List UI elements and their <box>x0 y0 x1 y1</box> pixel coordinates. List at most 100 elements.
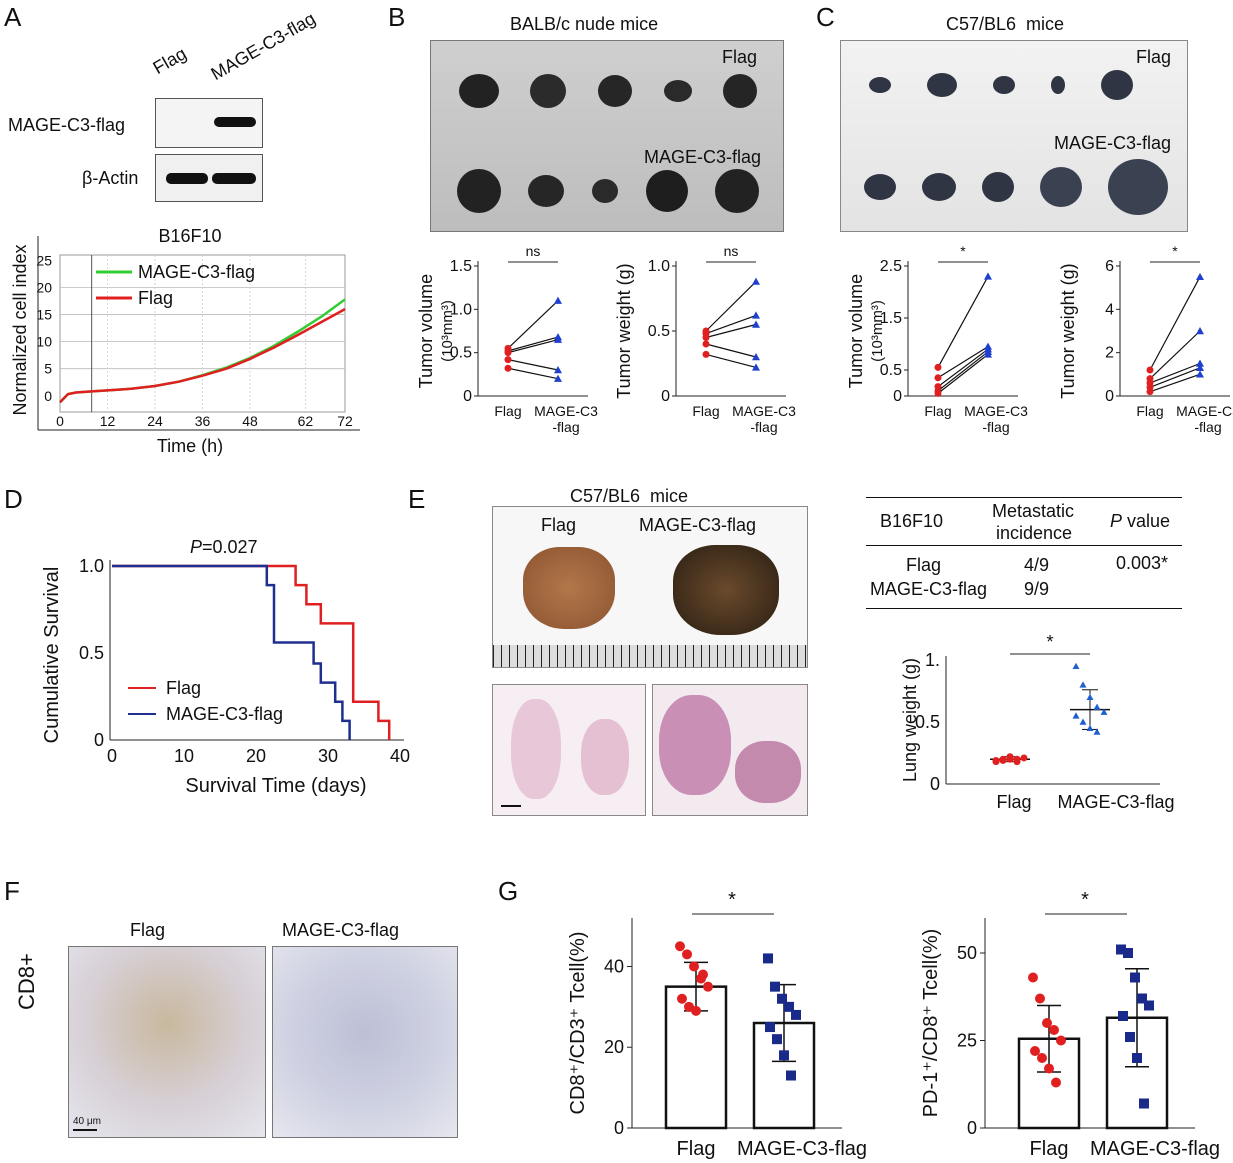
point-mage <box>554 335 562 343</box>
y-tick-label: 0.5 <box>648 323 670 340</box>
pair-line <box>1149 330 1201 380</box>
x-tick-label: Flag <box>692 403 719 419</box>
x-tick-label: Flag <box>996 792 1031 812</box>
lung-flag <box>523 547 615 629</box>
panel-label-f: F <box>4 876 20 906</box>
tumor-photo-c-title: C57/BL6 mice <box>946 14 1065 34</box>
data-point <box>1079 681 1087 688</box>
y-tick-label: 40 <box>604 956 624 976</box>
y-tick-label: 0 <box>44 388 52 404</box>
chart-title: B16F10 <box>158 226 221 246</box>
blot-row-label-mage: MAGE-C3-flag <box>8 115 126 135</box>
data-point <box>791 1009 801 1020</box>
lung-label-mage: MAGE-C3-flag <box>639 515 757 535</box>
data-point <box>786 1070 796 1081</box>
data-point <box>1116 944 1126 955</box>
data-point <box>1086 724 1094 731</box>
point-mage <box>984 350 992 358</box>
row-label-flag: Flag <box>721 47 757 67</box>
x-tick-label: Flag <box>677 1138 716 1160</box>
data-point <box>784 1001 794 1012</box>
data-point <box>1028 972 1038 983</box>
point-flag <box>934 374 942 382</box>
blot-band <box>166 173 208 184</box>
tumor <box>458 74 499 108</box>
tumor-photo-b-title: BALB/c nude mice <box>510 14 659 34</box>
point-flag <box>504 364 512 372</box>
data-point <box>1123 948 1133 958</box>
table-header: Metastatic <box>992 501 1075 521</box>
data-point <box>1093 703 1101 710</box>
lung-photo-title: C57/BL6 mice <box>570 486 689 506</box>
panel-label-g: G <box>498 876 519 906</box>
tumor <box>597 75 632 107</box>
x-tick-label: MAGE-C3-flag <box>737 1138 867 1160</box>
data-point <box>1035 993 1045 1004</box>
y-tick-label: 0 <box>614 1118 624 1138</box>
point-mage <box>1196 327 1204 335</box>
x-tick-label: -flag <box>552 419 579 435</box>
data-point <box>1051 1077 1061 1088</box>
point-mage <box>752 311 760 319</box>
ihc-image-flag: 40 μm <box>68 946 266 1138</box>
tumor <box>1051 76 1065 94</box>
table-header: B16F10 <box>880 511 944 531</box>
y-tick-label: 0 <box>893 388 902 405</box>
x-tick-label: 0 <box>107 746 117 766</box>
table-cell: Flag <box>906 555 942 575</box>
y-tick-label: 20 <box>36 279 52 295</box>
sig-label: ns <box>724 243 739 259</box>
x-tick-label: -flag <box>1194 419 1221 435</box>
point-flag <box>702 350 710 358</box>
ruler <box>493 645 807 667</box>
x-tick-label: MAGE-C3-flag <box>1057 792 1174 812</box>
table-rule <box>866 608 1182 609</box>
y-tick-label: 0 <box>463 388 472 405</box>
data-point <box>1044 1063 1054 1074</box>
tumor <box>1040 167 1082 207</box>
y-tick-label: 0 <box>1105 388 1114 405</box>
tumor <box>530 74 567 108</box>
data-point <box>1037 1053 1047 1063</box>
y-tick-label: 0.5 <box>915 712 940 732</box>
tumor <box>723 74 758 108</box>
p-value-text: value <box>1122 511 1171 531</box>
data-point <box>1056 1035 1066 1046</box>
tumor-row <box>851 157 1181 217</box>
point-mage <box>554 374 562 382</box>
x-tick-label: 12 <box>100 413 116 429</box>
tumor-row <box>443 71 773 111</box>
data-point <box>763 953 773 964</box>
x-tick-label: Flag <box>1030 1138 1069 1160</box>
data-point <box>1125 1032 1135 1042</box>
table-header: incidence <box>996 523 1073 543</box>
pair-line <box>705 314 757 335</box>
point-mage <box>1196 359 1204 367</box>
data-point <box>1086 693 1094 700</box>
blot-image-mage <box>155 98 263 148</box>
panel-label-e: E <box>408 484 426 514</box>
point-mage <box>554 296 562 304</box>
point-flag <box>504 356 512 364</box>
pair-line <box>937 353 989 394</box>
y-axis-label: Tumor volume <box>416 274 436 388</box>
tumor <box>927 73 957 97</box>
data-point <box>703 981 713 992</box>
y-axis-label: Lung weight (g) <box>900 658 920 782</box>
y-tick-label: 1.0 <box>79 556 104 576</box>
point-mage <box>752 277 760 285</box>
ihc-image-mage <box>272 946 458 1138</box>
x-tick-label: MAGE-C3 <box>534 403 598 419</box>
x-tick-label: 48 <box>242 413 258 429</box>
data-point <box>675 941 685 952</box>
pair-line <box>705 343 757 358</box>
pair-line <box>1149 276 1201 371</box>
x-axis-label: Time (h) <box>157 436 223 456</box>
data-point <box>1093 728 1101 735</box>
tumor <box>869 77 891 93</box>
data-point <box>1144 1000 1154 1011</box>
tumor-photo-c: Flag MAGE-C3-flag <box>840 40 1188 232</box>
y-axis-label: Tumor volume <box>846 274 866 388</box>
pair-line <box>507 359 559 371</box>
tumor <box>715 169 760 213</box>
